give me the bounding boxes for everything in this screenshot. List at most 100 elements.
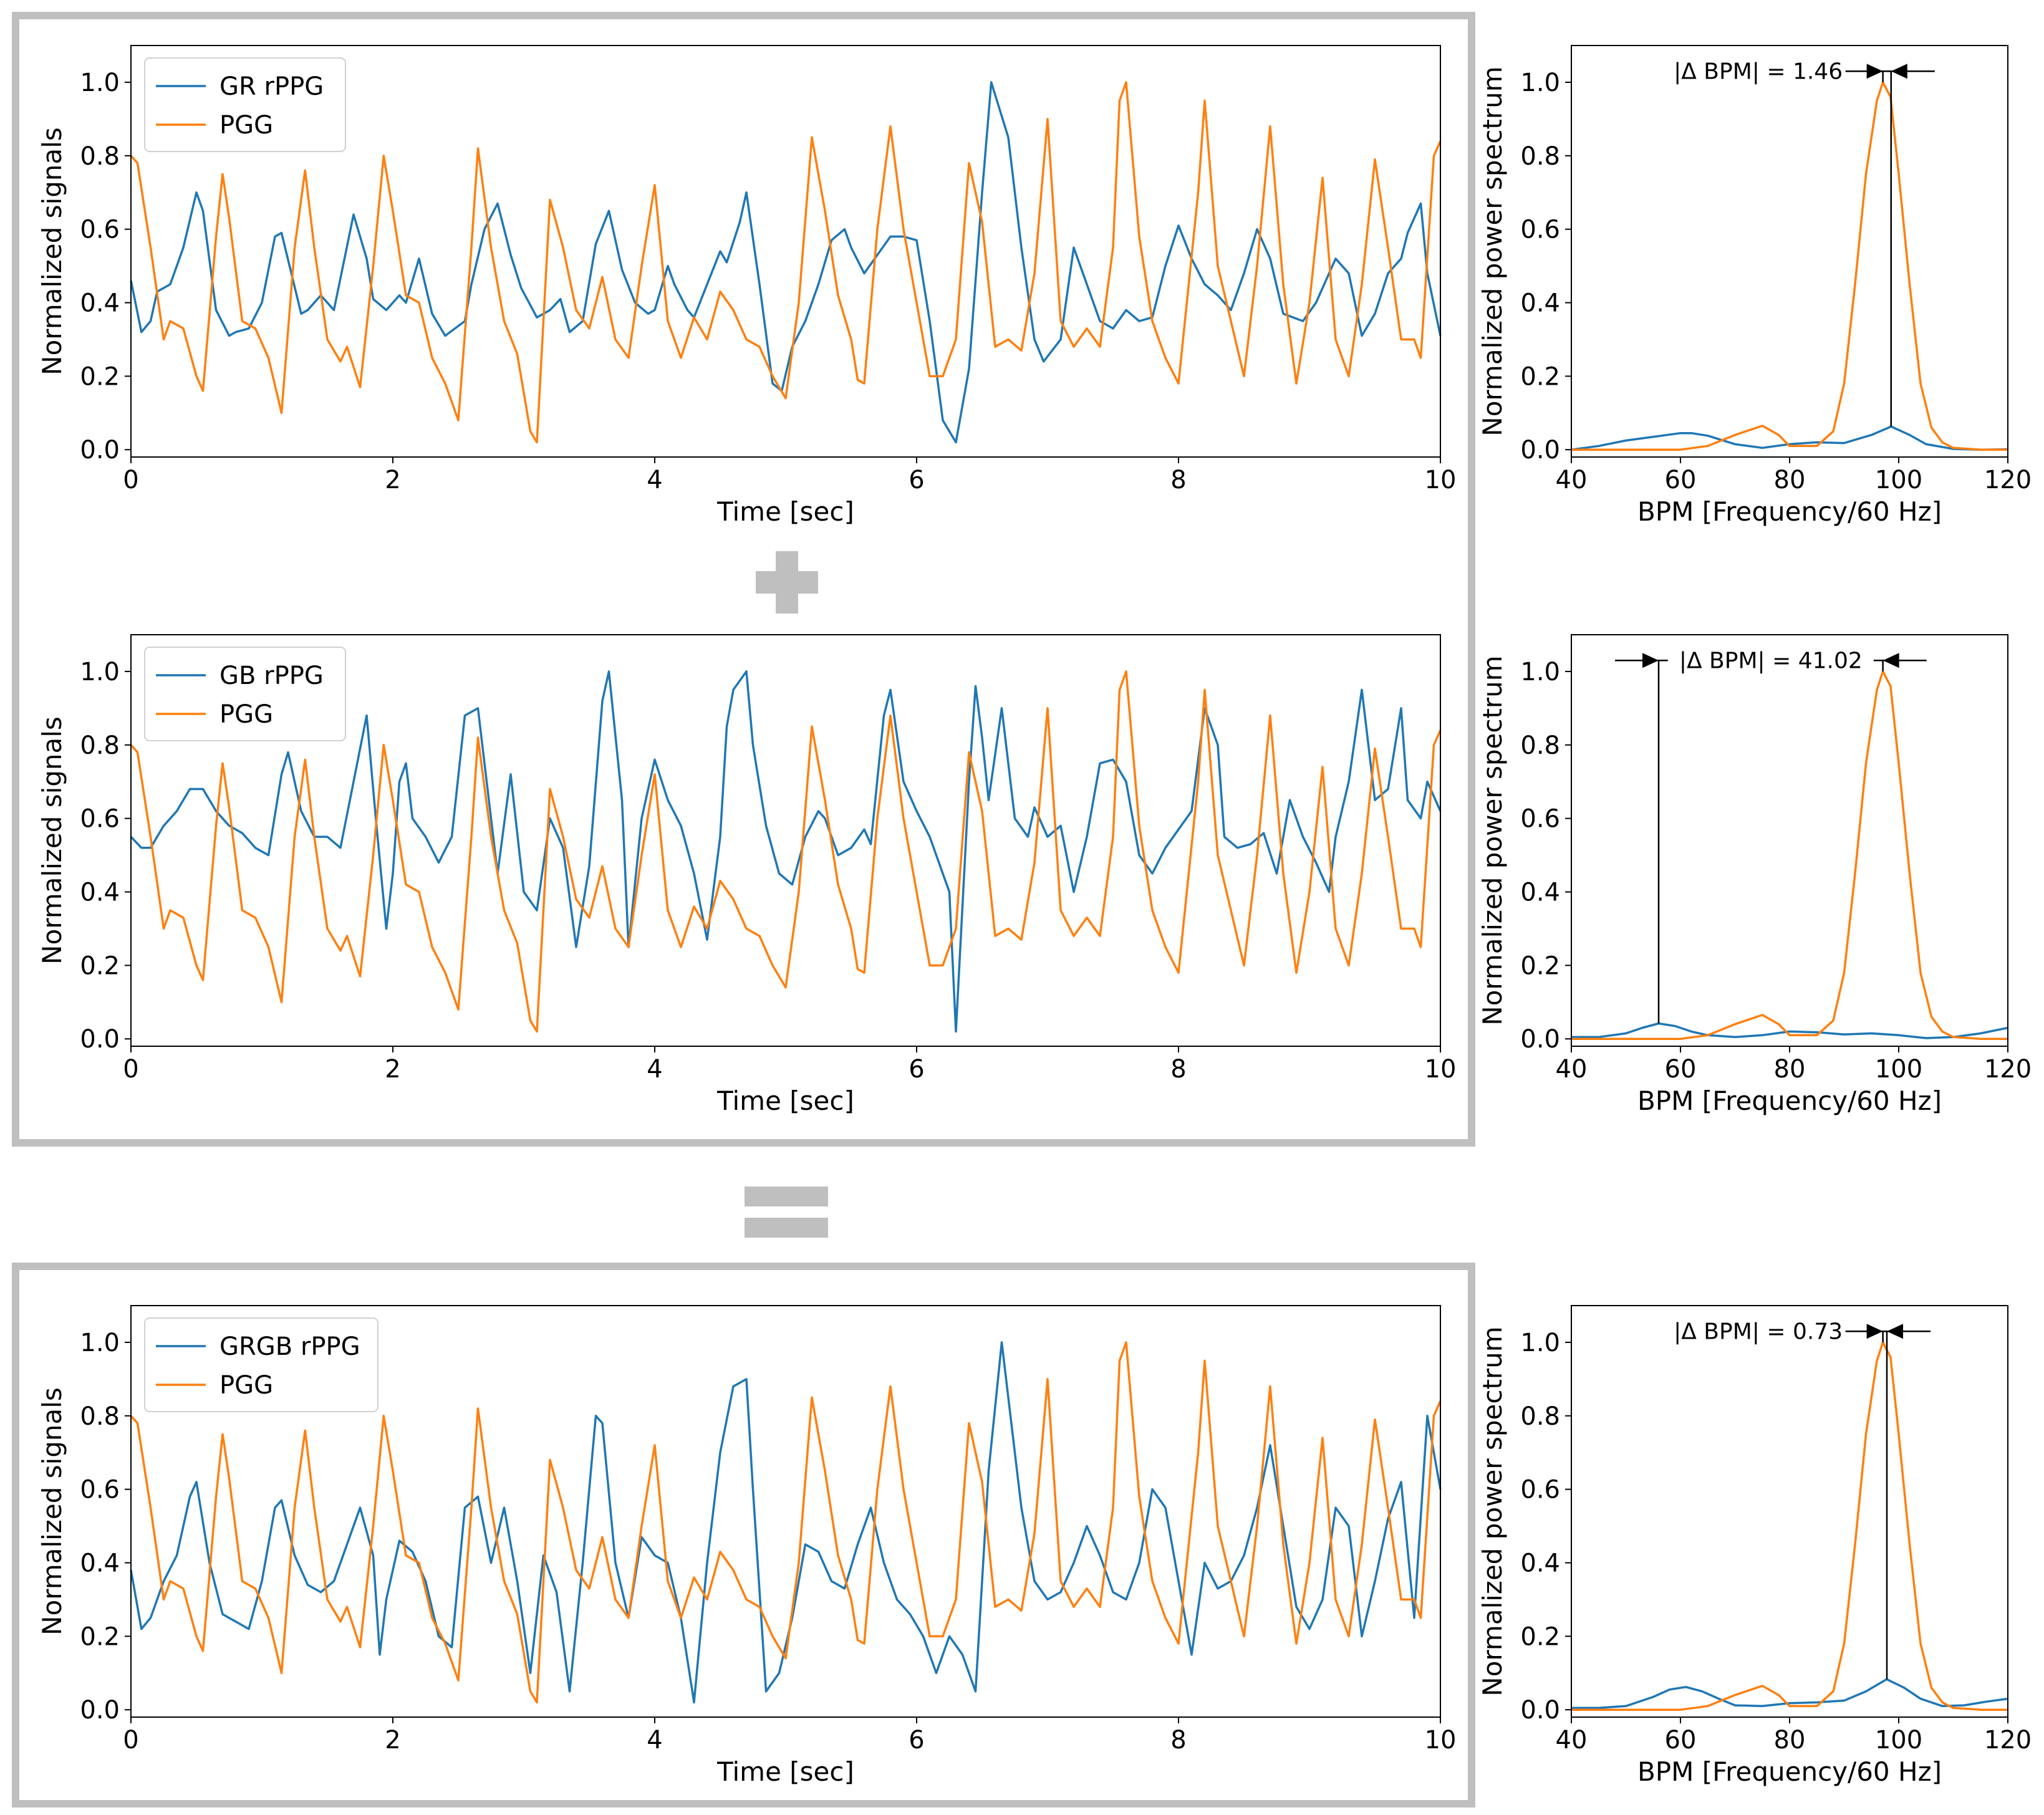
x-tick-label: 120 [1984,1055,2032,1084]
delta-arrow-head [1883,653,1899,668]
x-tick-label: 60 [1665,1726,1697,1755]
x-tick-label: 4 [647,1726,662,1755]
plus-symbol: + [756,551,818,614]
y-tick-label: 0.2 [80,951,120,980]
x-tick-label: 6 [909,1055,924,1084]
legend-label: GRGB rPPG [219,1332,360,1361]
delta-bpm-label: |Δ BPM| = 0.73 [1674,1319,1843,1344]
x-tick-label: 60 [1665,1055,1697,1084]
time-series-plot-gb: 0 2 4 6 8 100.00.20.40.60.81.0Time [sec]Norma… [37,635,1456,1116]
delta-arrow-head [1887,1324,1903,1339]
y-tick-label: 0.0 [80,1025,120,1054]
y-axis-label: Normalized power spectrum [1477,66,1508,436]
y-tick-label: 0.8 [1520,142,1560,171]
delta-bpm-label: |Δ BPM| = 41.02 [1679,648,1863,673]
y-tick-label: 0.0 [80,436,120,465]
y-tick-label: 1.0 [1520,1329,1560,1357]
x-axis-label: Time [sec] [716,496,854,527]
y-tick-label: 0.8 [80,731,120,760]
x-axis-label: BPM [Frequency/60 Hz] [1637,1756,1942,1787]
series-line-pgg-spectrum [1571,1342,2008,1710]
plot-area-frame [1571,1306,2008,1717]
y-axis-label: Normalized power spectrum [1477,1326,1508,1696]
x-tick-label: 120 [1984,1726,2032,1755]
series-line-pgg-spectrum [1571,82,2008,450]
x-tick-label: 10 [1425,1055,1457,1084]
y-tick-label: 0.0 [1520,436,1560,465]
x-tick-label: 2 [385,1726,400,1755]
y-tick-label: 1.0 [1520,69,1560,97]
legend-label: PGG [219,1371,273,1400]
y-tick-label: 0.4 [1520,1549,1560,1578]
x-tick-label: 120 [1984,466,2032,494]
y-tick-label: 0.6 [1520,216,1560,244]
x-tick-label: 10 [1425,1726,1457,1755]
y-tick-label: 0.2 [1520,1622,1560,1651]
x-tick-label: 4 [647,466,662,494]
plot-area-frame [1571,635,2008,1046]
plot-area-frame [1571,46,2008,457]
delta-arrow-head [1867,64,1883,79]
x-tick-label: 60 [1665,466,1697,494]
y-tick-label: 0.8 [80,142,120,171]
x-tick-label: 0 [123,1726,138,1755]
y-tick-label: 0.8 [1520,731,1560,760]
delta-arrow-head [1891,64,1907,79]
x-tick-label: 80 [1774,1055,1806,1084]
equals-symbol: = [745,1187,828,1238]
x-tick-label: 2 [385,1055,400,1084]
y-tick-label: 0.4 [1520,879,1560,907]
equals-symbol-label: = [787,1215,788,1216]
time-series-plot-gr: 0 2 4 6 8 10 0.0 0.2 0.4 0.6 0.8 1.0 Time [sec] Norma… [37,46,1456,527]
x-tick-label: 40 [1556,1055,1588,1084]
y-tick-label: 0.0 [80,1696,120,1725]
y-tick-label: 1.0 [80,69,120,97]
x-tick-label: 100 [1875,1726,1922,1755]
legend-label: GR rPPG [219,72,324,101]
y-tick-label: 0.6 [80,1476,120,1504]
legend-label: PGG [219,111,273,140]
x-tick-label: 80 [1774,466,1806,494]
spectrum-plot-gr: 40 60 80 100 120 0.0 0.2 0.4 0.6 0.8 1.0 BPM [Frequ… [1477,46,2032,527]
y-tick-label: 0.8 [80,1402,120,1431]
y-tick-label: 0.4 [80,1549,120,1578]
y-tick-label: 0.0 [1520,1696,1560,1725]
y-tick-label: 0.4 [1520,289,1560,318]
x-axis-label: Time [sec] [716,1086,854,1116]
spectrum-plot-gb: 40 60 80 100 120 0.0 0.2 0.4 0.6 0.8 1.0 BPM [Frequ… [1477,635,2032,1116]
y-tick-label: 0.2 [1520,362,1560,391]
y-axis-label: Normalized power spectrum [1477,655,1508,1025]
y-tick-label: 0.2 [1520,951,1560,980]
y-tick-label: 0.2 [80,362,120,391]
x-tick-label: 8 [1170,466,1186,494]
figure: + = 0 2 4 6 8 10 0.0 0.2 0.4 0.6 0.8 1.0 Time [sec] N… [0,0,2044,1815]
time-series-plot-grgb: 0 2 4 6 8 100.00.20.40.60.81.0Time [sec]Norma… [37,1306,1456,1787]
x-tick-label: 100 [1875,466,1922,494]
y-tick-label: 1.0 [1520,658,1560,686]
y-tick-label: 1.0 [80,658,120,686]
y-axis-label: Normalized signals [37,1387,67,1635]
x-tick-label: 100 [1875,1055,1922,1084]
y-tick-label: 0.4 [80,879,120,907]
y-axis-label: Normalized signals [37,127,67,375]
x-tick-label: 40 [1556,1726,1588,1755]
x-tick-label: 0 [123,466,138,494]
y-tick-label: 0.6 [80,216,120,244]
legend-label: PGG [219,700,273,729]
x-axis-label: Time [sec] [716,1756,854,1787]
x-tick-label: 6 [909,1726,924,1755]
series-line-rppg-spectrum [1571,1679,2008,1708]
x-axis-label: BPM [Frequency/60 Hz] [1637,1086,1942,1116]
x-tick-label: 80 [1774,1726,1806,1755]
y-tick-label: 0.6 [1520,1476,1560,1504]
y-axis-label: Normalized signals [37,716,67,965]
spectrum-plot-grgb: 40 60 80 100 1200.00.20.40.60.81.0BPM [Frequ… [1477,1306,2032,1787]
delta-bpm-label: |Δ BPM| = 1.46 [1674,59,1843,84]
x-tick-label: 6 [909,466,924,494]
x-tick-label: 2 [385,466,400,494]
y-tick-label: 1.0 [80,1329,120,1357]
x-tick-label: 40 [1556,466,1588,494]
x-axis-label: BPM [Frequency/60 Hz] [1637,496,1942,527]
y-tick-label: 0.2 [80,1622,120,1651]
input-group-frame [16,16,1472,1143]
